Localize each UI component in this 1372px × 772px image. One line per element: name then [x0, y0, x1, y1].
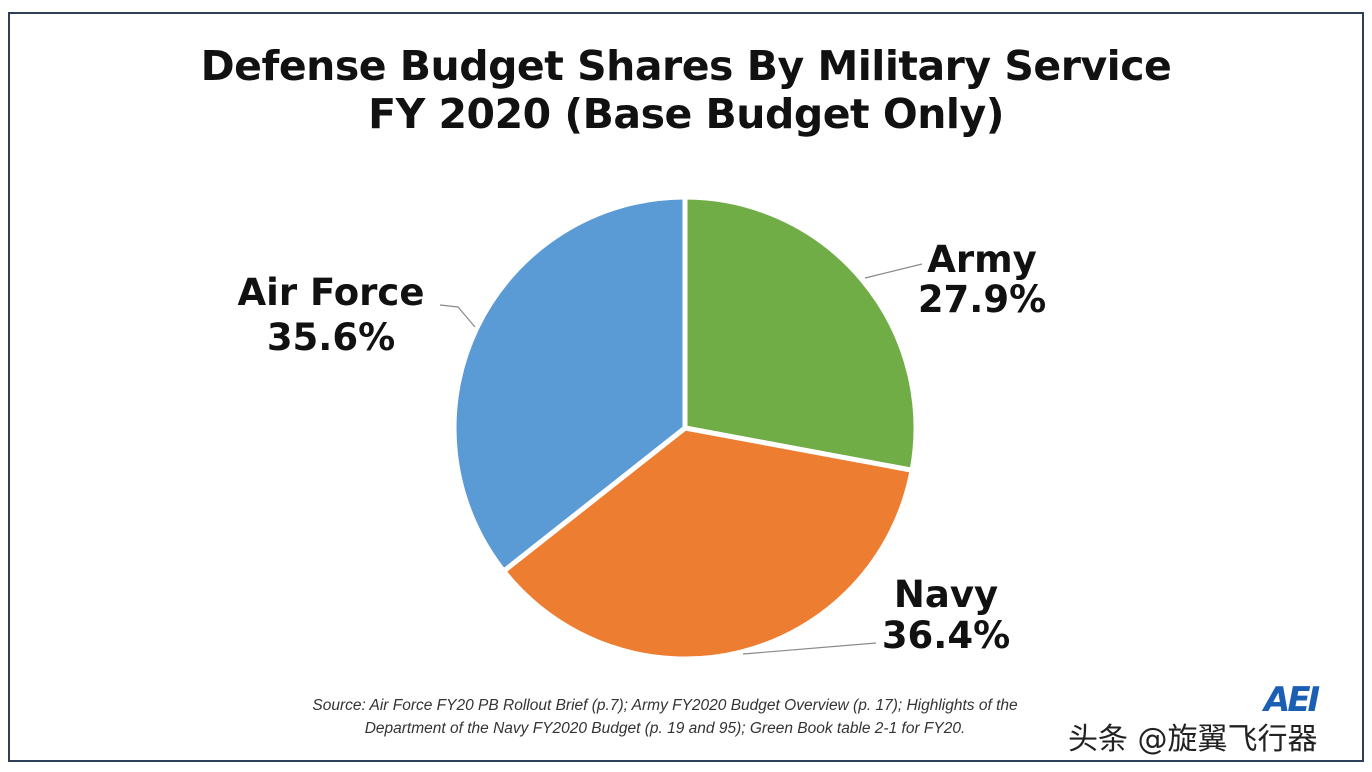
slice-label-navy: Navy 36.4%	[882, 573, 1010, 657]
chart-title-line-1: Defense Budget Shares By Military Servic…	[200, 42, 1172, 90]
slice-label-air-force-value: 35.6%	[267, 316, 395, 359]
pie-slice-army	[682, 194, 919, 473]
leader-line-navy	[742, 642, 877, 655]
leader-line-air-force	[439, 304, 476, 328]
pie-slices	[451, 194, 919, 662]
pie-slice-air-force	[451, 194, 688, 574]
leader-lines	[439, 263, 923, 655]
slice-label-army-name: Army	[927, 238, 1037, 281]
aei-logo-text: AEI	[1264, 680, 1320, 720]
chart-title-line-2: FY 2020 (Base Budget Only)	[368, 90, 1004, 138]
slice-label-navy-value: 36.4%	[882, 614, 1010, 657]
slice-label-army-value: 27.9%	[918, 278, 1046, 321]
source-note-line-1: Source: Air Force FY20 PB Rollout Brief …	[312, 697, 1018, 714]
source-note-line-2: Department of the Navy FY2020 Budget (p.…	[364, 720, 966, 737]
watermark: 头条 @旋翼飞行器	[1068, 714, 1318, 758]
chart-title: Defense Budget Shares By Military Servic…	[0, 42, 1372, 138]
slice-label-air-force-name: Air Force	[238, 271, 425, 314]
watermark-text: 头条 @旋翼飞行器	[1068, 722, 1318, 757]
leader-line-army	[864, 263, 923, 279]
pie-slice-navy	[501, 425, 915, 662]
slice-label-air-force: Air Force 35.6%	[238, 271, 425, 359]
slice-label-navy-name: Navy	[894, 573, 998, 616]
aei-logo: AEI	[1264, 680, 1320, 720]
slice-label-army: Army 27.9%	[918, 238, 1046, 321]
source-note: Source: Air Force FY20 PB Rollout Brief …	[200, 694, 1130, 740]
slide-frame	[8, 12, 1364, 762]
